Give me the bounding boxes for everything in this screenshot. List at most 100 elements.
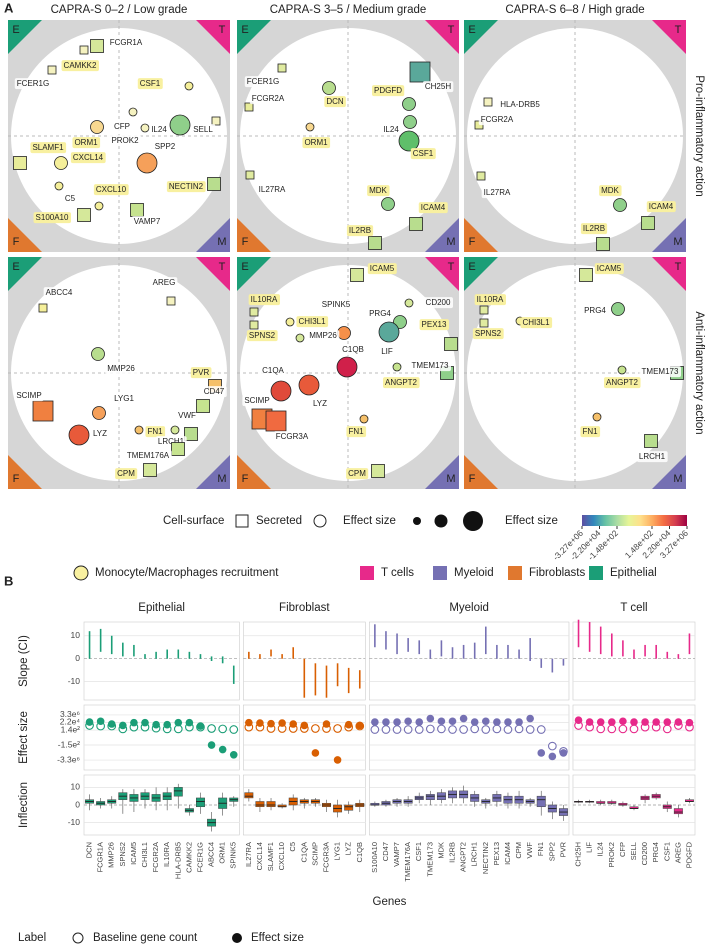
gene-label: PRG4 [369,309,391,318]
cell-surface-gene [277,63,287,73]
row-axis-title: Slope (CI) [18,635,30,687]
gene-tick-label: CSF1 [414,842,423,861]
facet-panel [369,621,570,701]
gene-tick-label: VAMP7 [392,842,401,867]
label-background [109,135,142,147]
y-tick-label: -3.3e⁶ [57,754,80,764]
gene-tick-label: C1QB [355,842,364,862]
legend-group-key [508,566,522,580]
legend-title: Label [18,932,46,944]
box [255,801,265,808]
colorbar [582,515,687,526]
effect-point [404,717,412,726]
label-background [256,184,289,196]
effect-point [415,718,424,726]
secreted-gene [136,152,158,174]
effect-point [207,741,216,749]
secreted-gene [398,130,420,152]
gene-label: PDGFD [374,86,402,95]
secreted-gene [54,156,68,170]
label-background [191,124,216,136]
secreted-gene [170,425,180,435]
gene-label: CHI3L1 [522,318,550,327]
label-background [105,363,138,375]
corner-label: E [12,261,19,273]
gene-tick-label: TMEM173 [425,842,434,877]
corner-label: F [469,473,476,485]
secreted-gene [613,198,627,212]
cell-surface-gene [13,156,27,170]
cell-surface-gene [90,39,104,53]
gene-tick-label: TMEM176A [403,842,412,882]
corner-label: F [13,236,20,248]
cell-surface-gene [444,337,458,351]
corner-label: F [242,236,249,248]
corner-label: F [242,473,249,485]
gene-tick-label: AREG [673,842,682,863]
corner-region [652,20,686,54]
effect-point [311,749,320,757]
effect-point [459,714,468,723]
label-background [367,263,397,275]
baseline-point [392,725,402,734]
label-background [422,81,454,93]
effect-point [537,749,546,757]
gene-tick-label: C5 [288,842,297,852]
corner-region [652,218,686,252]
corner-label: E [12,24,19,36]
gene-tick-label: DCN [85,842,94,858]
corner-label: T [448,261,455,273]
cell-surface-gene [130,203,144,217]
gene-label: PRG4 [584,306,606,315]
legend-square [235,514,249,528]
legend-text: Baseline gene count [93,932,198,944]
gene-label: ORM1 [74,138,98,147]
gene-label: CAMKK2 [64,61,97,70]
baseline-point [425,724,435,734]
gene-label: C5 [65,194,76,203]
cell-surface-gene [249,307,259,317]
cell-surface-gene [77,208,91,222]
row-title: Pro-inflammatory action [693,75,705,196]
gene-label: MMP26 [309,331,337,340]
label-background [346,426,367,438]
gene-label: ICAM5 [370,264,395,273]
effect-point [548,752,557,761]
gene-label: ICAM4 [649,202,674,211]
legend-size [463,511,483,531]
secreted-gene [305,122,315,132]
gene-label: FCGR2A [481,115,514,124]
effect-point [174,718,183,727]
gene-label: CXCL10 [96,185,127,194]
gene-tick-label: NECTIN2 [481,842,490,874]
gene-tick-label: ICAM4 [503,842,512,865]
gene-label: DCN [326,97,344,106]
legend-text: Effect size [251,932,304,944]
gene-tick-label: CFP [618,842,627,857]
gene-label: IL24 [151,125,167,134]
cell-surface-gene [244,102,254,112]
box [344,804,354,811]
gene-label: SCIMP [244,396,269,405]
gene-label: MMP26 [107,364,135,373]
legend-size [413,517,421,525]
label-background [273,431,311,443]
box [425,794,435,800]
cell-surface-gene [245,170,255,180]
corner-label: E [468,24,475,36]
label-background [478,114,516,126]
secreted-gene [92,406,106,420]
gene-tick-label: FCGR3A [321,842,330,872]
cell-surface-gene [143,463,157,477]
secreted-gene [90,120,104,134]
gene-tick-label: CD47 [381,842,390,861]
baseline-point [229,725,239,734]
effect-point [141,718,149,727]
gene-label: CPM [117,469,135,478]
gene-tick-label: FCGR2A [151,842,160,872]
facet-panel [572,621,696,701]
label-background [244,76,282,88]
gene-label: FCGR1A [110,38,143,47]
label-background [646,201,676,213]
cell-surface-gene [207,177,221,191]
